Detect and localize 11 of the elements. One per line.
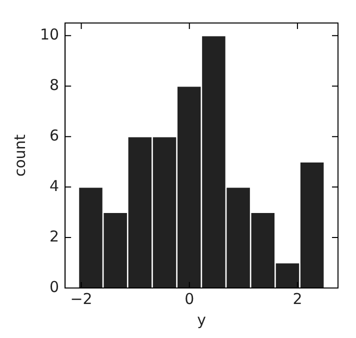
x-axis-title: y [197,310,206,329]
x-tick-label: 0 [184,290,194,308]
x-tick-label: −2 [70,290,92,308]
y-tick-label: 10 [40,26,60,44]
y-tick-label: 8 [50,76,60,94]
y-tick-label: 0 [50,278,60,296]
x-tick-label: 2 [292,290,302,308]
y-tick-label: 4 [50,176,60,195]
y-tick-label: 2 [50,227,60,246]
y-axis-title: count [10,134,29,177]
y-tick-label: 6 [50,126,60,144]
